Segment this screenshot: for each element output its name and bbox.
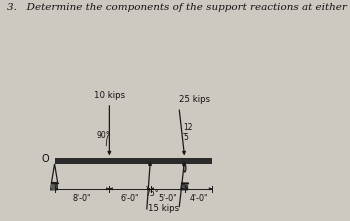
Text: 5: 5 [183,133,188,142]
Text: 8'-0": 8'-0" [73,194,91,203]
Text: 3.   Determine the components of the support reactions at either end of the beam: 3. Determine the components of the suppo… [7,3,350,12]
Text: 15 kips: 15 kips [148,204,179,213]
Text: 75°: 75° [145,189,159,198]
Text: 12: 12 [183,123,193,132]
Text: 4'-0": 4'-0" [189,194,208,203]
Text: 10 kips: 10 kips [94,91,125,100]
Text: O: O [42,154,49,164]
Text: 5'-0": 5'-0" [158,194,177,203]
Text: 25 kips: 25 kips [179,95,210,104]
Bar [55,158,212,164]
Text: 90°: 90° [97,131,110,140]
Text: 6'-0": 6'-0" [121,194,139,203]
